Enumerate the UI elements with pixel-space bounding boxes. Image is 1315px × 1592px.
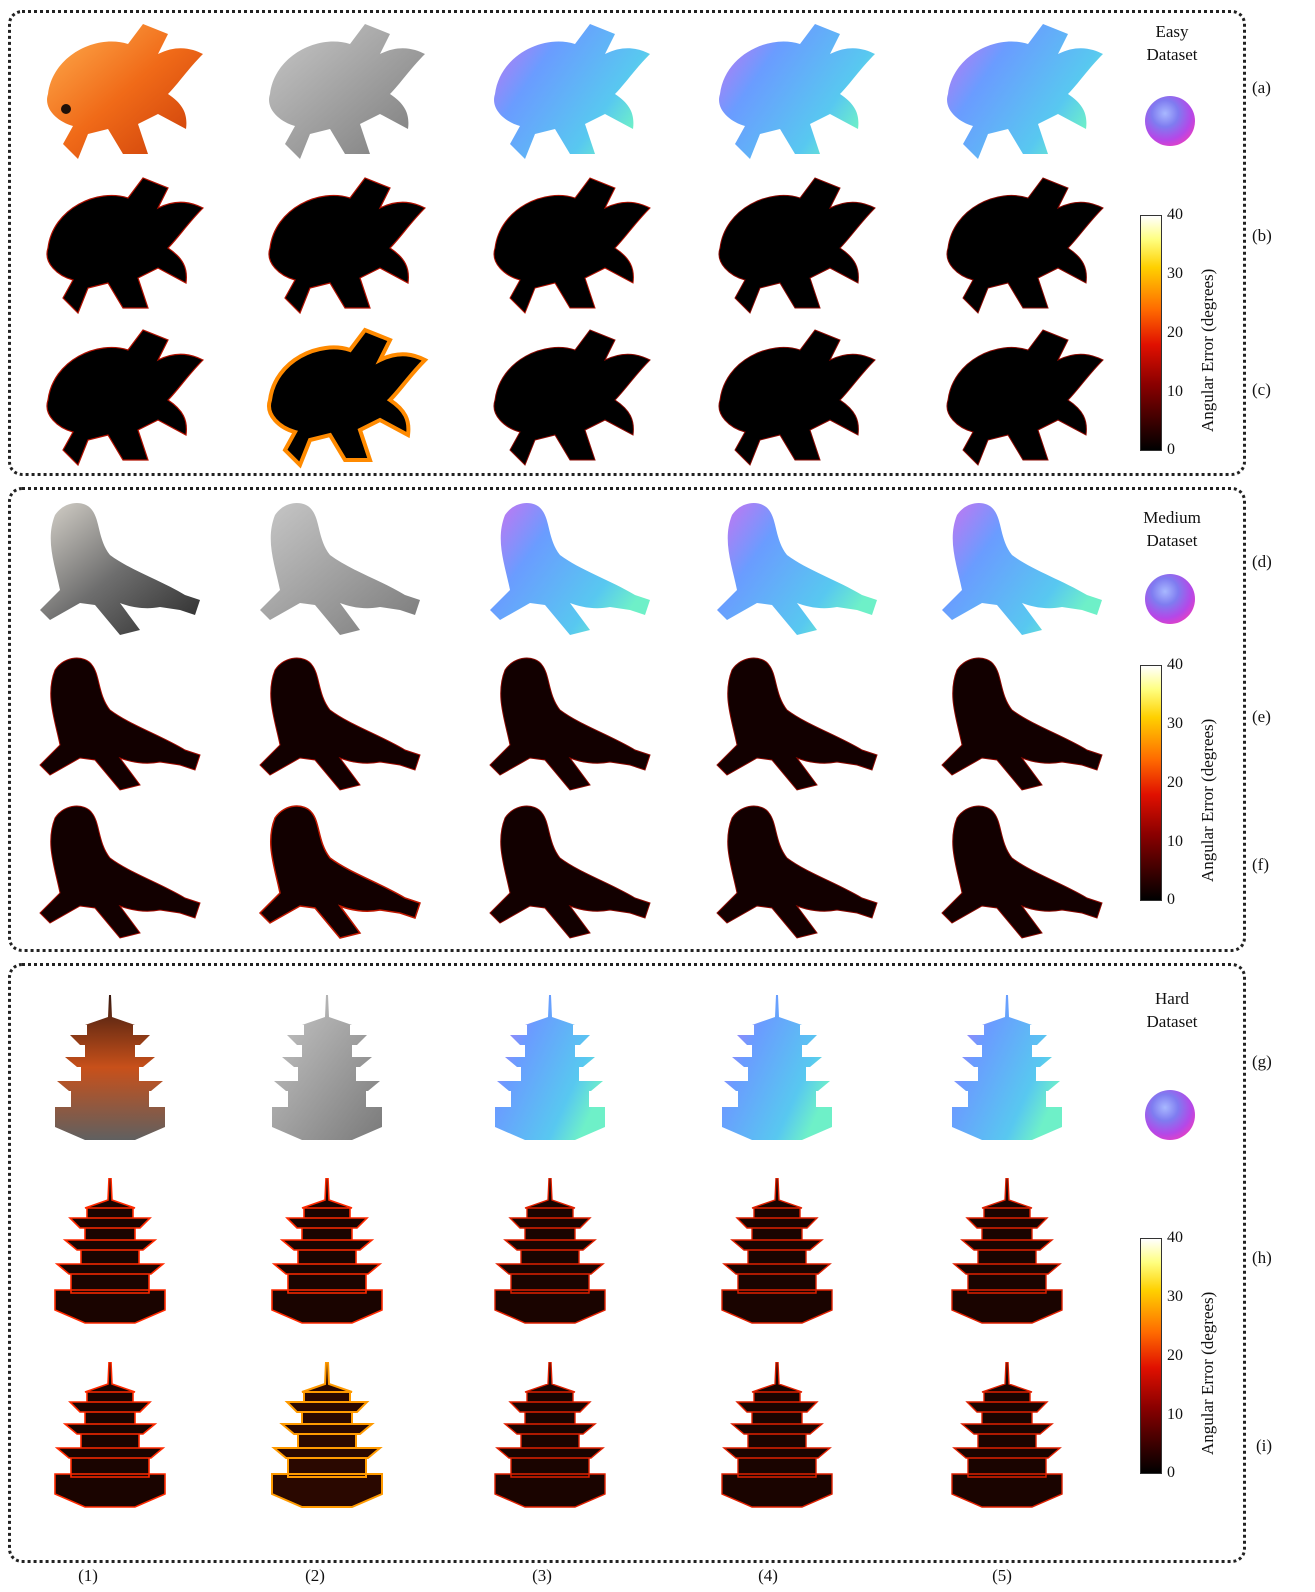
seal-error-map xyxy=(922,798,1112,948)
normal-colormap-sphere xyxy=(1145,96,1195,146)
pagoda-error-map xyxy=(232,1347,422,1527)
row-label: (f) xyxy=(1252,855,1269,874)
seal-normal-gt-image xyxy=(470,495,660,645)
colorbar-tick: 30 xyxy=(1167,715,1183,732)
fish-rgb-image xyxy=(18,14,208,164)
colorbar-label: Angular Error (degrees) xyxy=(1198,718,1217,882)
row-label: (b) xyxy=(1252,226,1272,245)
fish-normal-gt-image xyxy=(465,14,655,164)
pagoda-error-map xyxy=(682,1163,872,1343)
dataset-title: Hard Dataset xyxy=(1146,989,1198,1031)
seal-normal-pred-image xyxy=(697,495,887,645)
pagoda-error-map xyxy=(232,1163,422,1343)
colorbar-tick: 0 xyxy=(1167,1464,1175,1481)
colorbar-tick: 0 xyxy=(1167,891,1175,908)
row-label: (e) xyxy=(1252,707,1271,726)
column-label: (5) xyxy=(992,1566,1012,1585)
pagoda-error-map xyxy=(15,1347,205,1527)
row-label: (i) xyxy=(1256,1436,1273,1455)
colorbar-tick: 10 xyxy=(1167,1406,1183,1423)
pagoda-rgb-image xyxy=(15,980,205,1160)
colorbar-tick: 20 xyxy=(1167,774,1183,791)
angular-error-colorbar xyxy=(1140,1238,1162,1474)
seal-error-map xyxy=(240,798,430,948)
seal-depth-image xyxy=(240,495,430,645)
fish-normal-pred-image xyxy=(918,14,1108,164)
colorbar-tick: 10 xyxy=(1167,833,1183,850)
seal-error-map xyxy=(470,798,660,948)
column-label: (3) xyxy=(532,1566,552,1585)
row-label: (h) xyxy=(1252,1248,1272,1267)
fish-error-map xyxy=(918,168,1108,318)
seal-error-map xyxy=(20,650,210,800)
dataset-title: Medium Dataset xyxy=(1143,508,1201,550)
angular-error-colorbar xyxy=(1140,665,1162,901)
column-label: (1) xyxy=(78,1566,98,1585)
seal-normal-pred-image xyxy=(922,495,1112,645)
column-label: (2) xyxy=(305,1566,325,1585)
pagoda-normal-pred-image xyxy=(682,980,872,1160)
pagoda-error-map xyxy=(455,1163,645,1343)
colorbar-tick: 10 xyxy=(1167,383,1183,400)
colorbar-label: Angular Error (degrees) xyxy=(1198,268,1217,432)
fish-error-map xyxy=(465,168,655,318)
angular-error-colorbar xyxy=(1140,215,1162,451)
fish-error-map xyxy=(240,168,430,318)
fish-error-map xyxy=(18,320,208,470)
colorbar-label: Angular Error (degrees) xyxy=(1198,1291,1217,1455)
pagoda-error-map xyxy=(682,1347,872,1527)
pagoda-error-map xyxy=(912,1163,1102,1343)
colorbar-tick: 30 xyxy=(1167,265,1183,282)
colorbar-tick: 40 xyxy=(1167,656,1183,673)
colorbar-tick: 40 xyxy=(1167,1229,1183,1246)
colorbar-tick: 0 xyxy=(1167,441,1175,458)
fish-error-map xyxy=(240,320,430,470)
fish-error-map xyxy=(18,168,208,318)
seal-error-map xyxy=(922,650,1112,800)
seal-error-map xyxy=(240,650,430,800)
colorbar-tick: 20 xyxy=(1167,324,1183,341)
normal-colormap-sphere xyxy=(1145,574,1195,624)
colorbar-tick: 30 xyxy=(1167,1288,1183,1305)
seal-error-map xyxy=(697,798,887,948)
pagoda-error-map xyxy=(455,1347,645,1527)
row-label: (d) xyxy=(1252,552,1272,571)
colorbar-tick: 40 xyxy=(1167,206,1183,223)
row-label: (c) xyxy=(1252,380,1271,399)
pagoda-normal-pred-image xyxy=(912,980,1102,1160)
seal-error-map xyxy=(697,650,887,800)
row-label: (g) xyxy=(1252,1052,1272,1071)
normal-colormap-sphere xyxy=(1145,1090,1195,1140)
easy-dataset-panel xyxy=(8,10,1246,476)
fish-error-map xyxy=(690,320,880,470)
seal-rgb-image xyxy=(20,495,210,645)
seal-error-map xyxy=(20,798,210,948)
pagoda-normal-gt-image xyxy=(455,980,645,1160)
colorbar-tick: 20 xyxy=(1167,1347,1183,1364)
seal-error-map xyxy=(470,650,660,800)
pagoda-depth-image xyxy=(232,980,422,1160)
fish-error-map xyxy=(918,320,1108,470)
row-label: (a) xyxy=(1252,78,1271,97)
medium-dataset-panel xyxy=(8,487,1246,952)
fish-error-map xyxy=(465,320,655,470)
dataset-title: Easy Dataset xyxy=(1146,22,1198,64)
column-label: (4) xyxy=(758,1566,778,1585)
pagoda-error-map xyxy=(15,1163,205,1343)
fish-error-map xyxy=(690,168,880,318)
fish-depth-image xyxy=(240,14,430,164)
hard-dataset-panel xyxy=(8,963,1246,1563)
pagoda-error-map xyxy=(912,1347,1102,1527)
fish-normal-pred-image xyxy=(690,14,880,164)
